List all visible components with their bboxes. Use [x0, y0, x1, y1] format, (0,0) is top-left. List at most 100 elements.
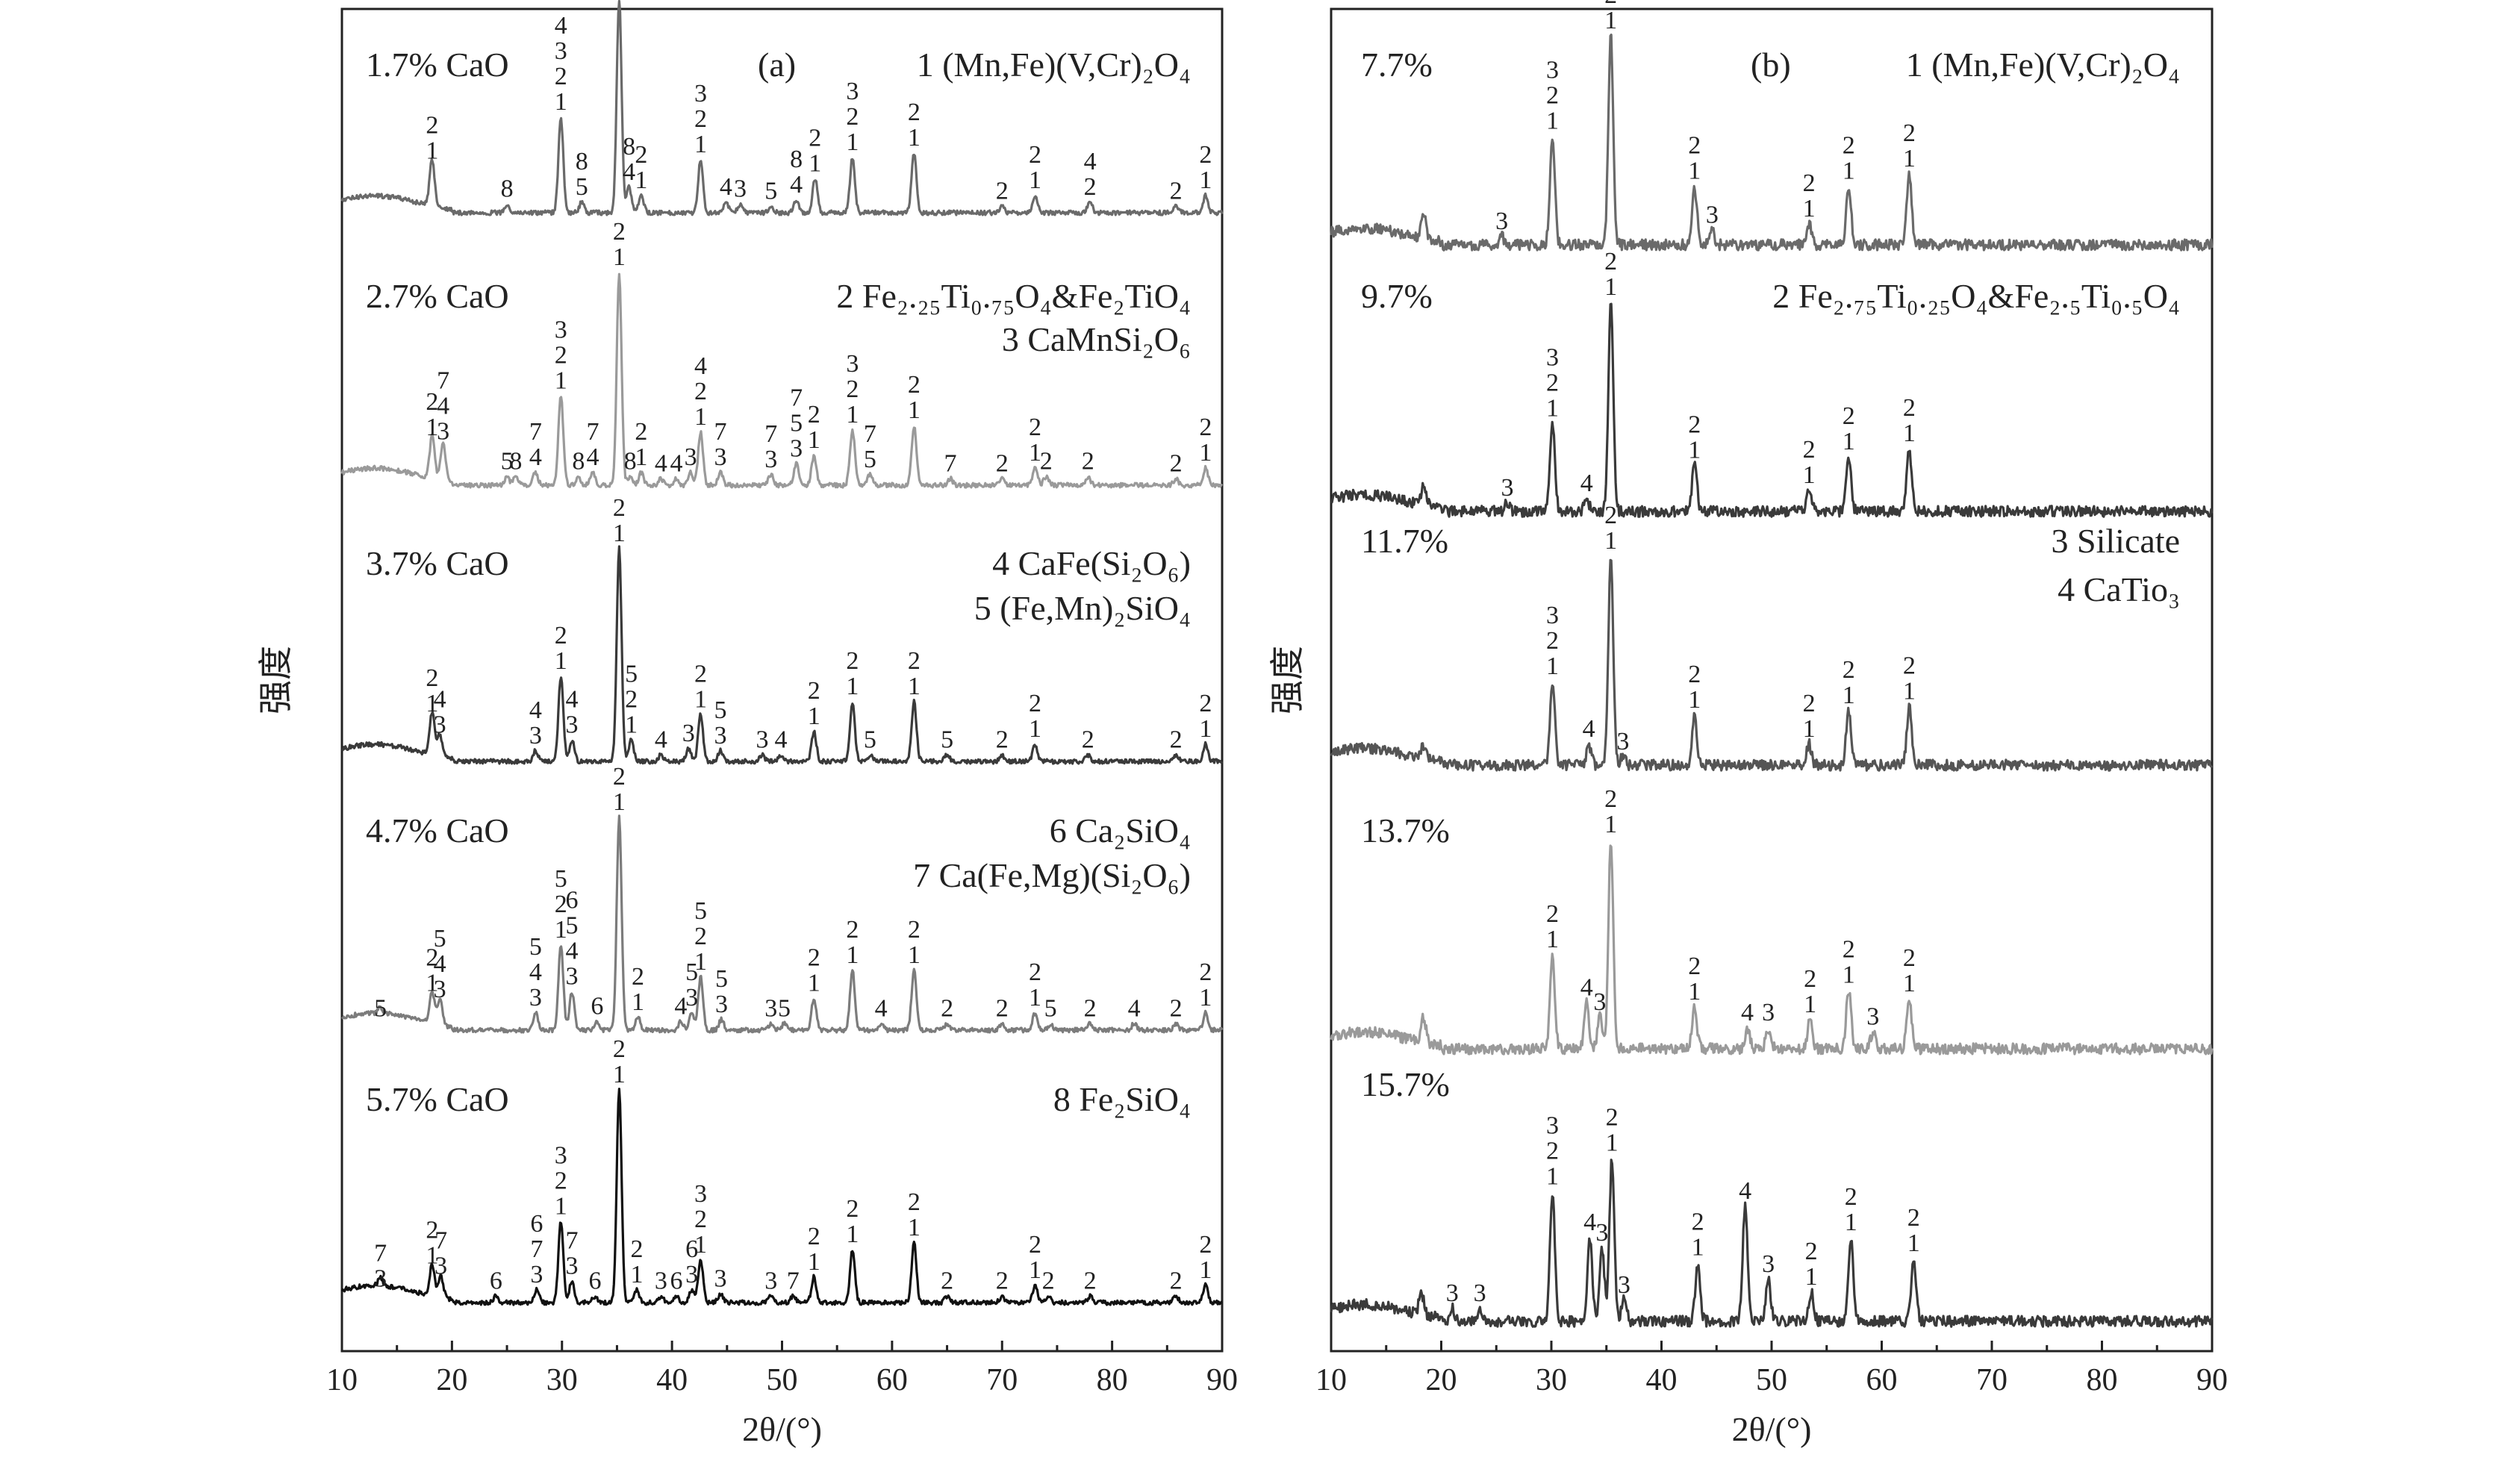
peak-label: 2 — [941, 1267, 953, 1294]
peak-label: 4 — [670, 449, 683, 477]
series-label: 1.7% CaO — [366, 46, 509, 84]
peak-label: 3 — [685, 443, 697, 471]
peak-label: 3 — [1762, 999, 1775, 1026]
peak-label: 2 — [996, 177, 1009, 205]
peak-label: 4 — [655, 726, 667, 753]
panel-tag: (b) — [1751, 46, 1791, 84]
x-axis-label: 2θ/(°) — [1732, 1410, 1812, 1448]
series-label: 4.7% CaO — [366, 811, 509, 849]
series-label: 11.7% — [1361, 522, 1448, 560]
peak-label: 3 — [1474, 1279, 1486, 1307]
peak-label: 2 — [996, 994, 1009, 1022]
peak-label: 21 — [1604, 0, 1617, 34]
x-tick-label: 70 — [986, 1363, 1018, 1397]
series-label: 9.7% — [1361, 277, 1433, 315]
peak-label: 3 — [1501, 474, 1514, 502]
x-tick-label: 70 — [1976, 1363, 2008, 1397]
panel-tag: (a) — [758, 46, 796, 84]
peak-label: 4 — [875, 994, 888, 1022]
peak-label: 3 — [714, 1265, 726, 1293]
peak-label: 6 — [670, 1267, 683, 1294]
peak-label: 5 — [501, 448, 514, 476]
peak-label: 4 — [1741, 999, 1754, 1026]
peak-label: 2 — [996, 1267, 1009, 1294]
y-axis-label: 强度 — [1267, 646, 1307, 714]
x-tick-label: 40 — [1646, 1363, 1678, 1397]
x-tick-label: 90 — [2196, 1363, 2228, 1397]
peak-label: 2 — [996, 726, 1009, 753]
peak-label: 3 — [1593, 988, 1606, 1016]
x-tick-label: 30 — [546, 1363, 578, 1397]
peak-label: 3 — [756, 726, 768, 753]
peak-label: 6 — [490, 1267, 502, 1294]
series-label: 2.7% CaO — [366, 277, 509, 315]
legend-entry-1: 1 (Mn,Fe)(V,Cr)₂O₄ — [917, 46, 1191, 84]
x-tick-label: 20 — [436, 1363, 467, 1397]
x-tick-label: 10 — [326, 1363, 358, 1397]
x-tick-label: 80 — [2087, 1363, 2118, 1397]
series-label: 15.7% — [1361, 1065, 1450, 1103]
peak-label: 3 — [734, 175, 747, 203]
series-line-15.7- — [1330, 1159, 2214, 1328]
legend-entry-4: 4 CaTio₃ — [2058, 570, 2180, 608]
peak-label: 5 — [374, 994, 387, 1022]
peak-label: 4 — [674, 993, 687, 1020]
legend-entry-4: 4 CaFe(Si₂O₆) — [992, 544, 1191, 582]
peak-label: 7 — [787, 1267, 800, 1294]
x-tick-label: 50 — [767, 1363, 798, 1397]
x-tick-label: 80 — [1097, 1363, 1128, 1397]
peak-label: 3 — [1866, 1003, 1879, 1031]
legend-entry-7: 7 Ca(Fe,Mg)(Si₂O₆) — [913, 856, 1191, 894]
x-tick-label: 30 — [1536, 1363, 1567, 1397]
